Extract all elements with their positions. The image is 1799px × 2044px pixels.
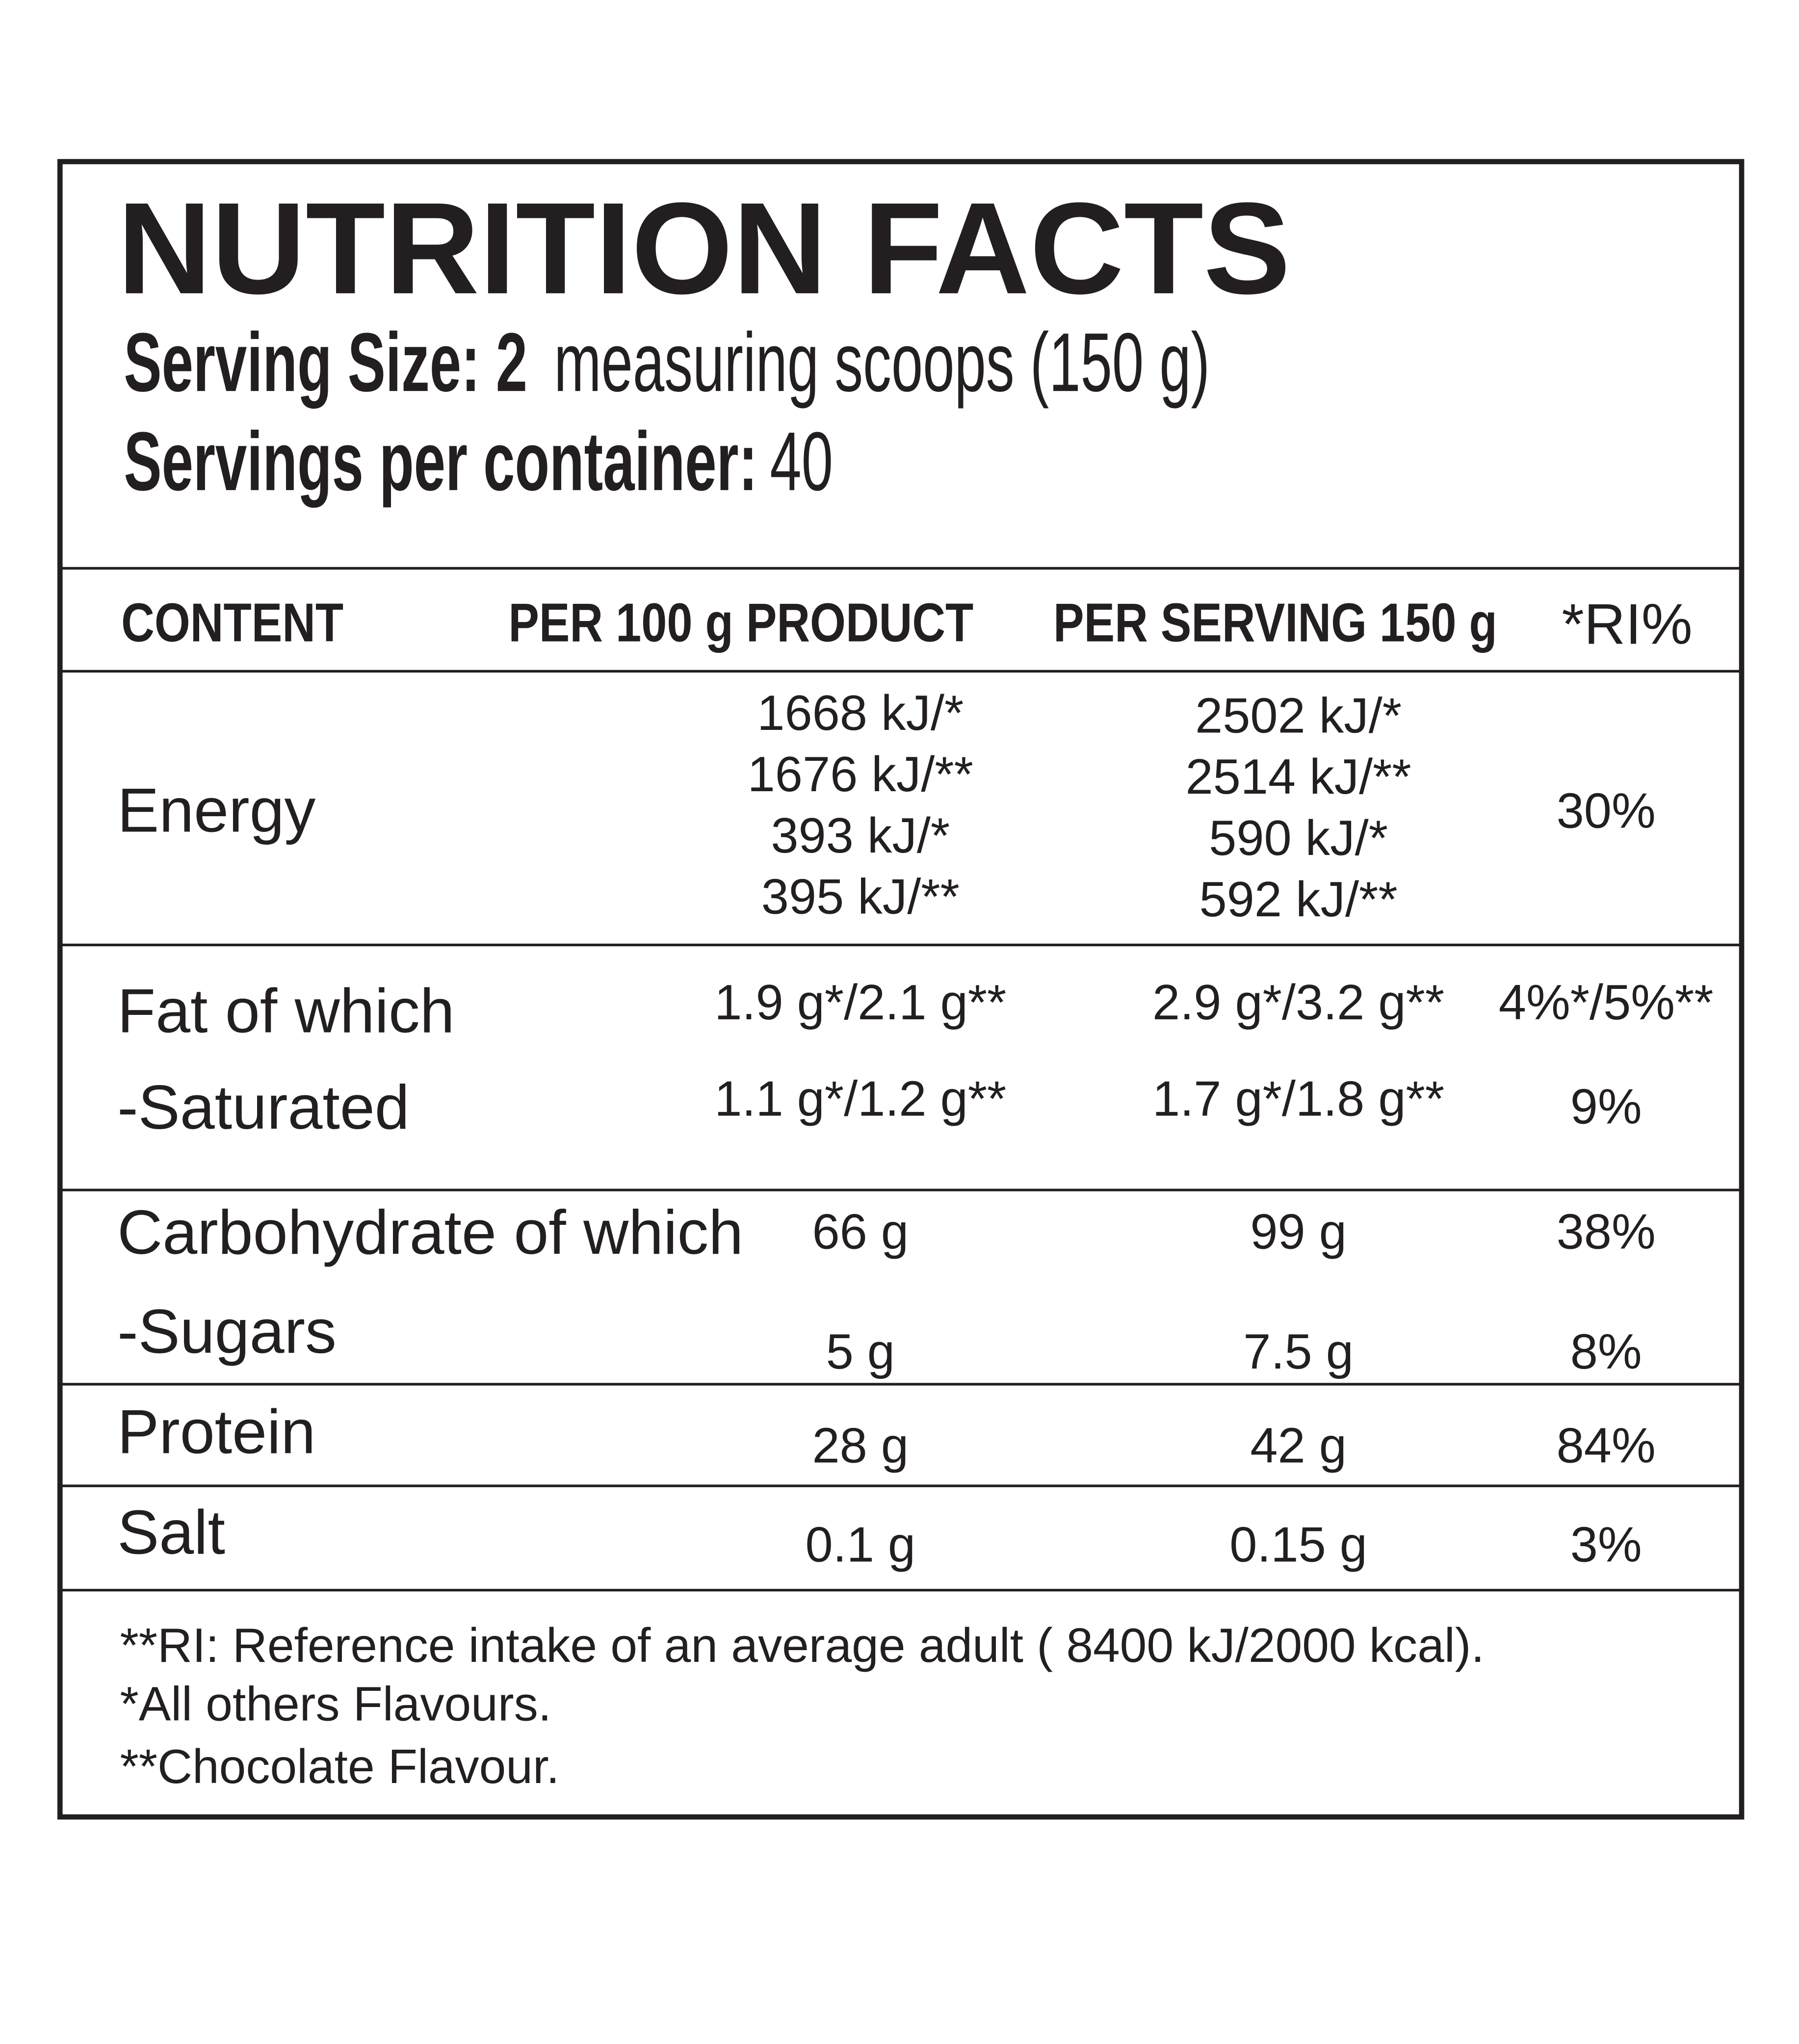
- serving-size: Serving Size: 2 measuring scoops (150 g): [124, 315, 1210, 409]
- footnote: *All others Flavours.: [120, 1677, 552, 1731]
- servings-value: 40: [770, 414, 833, 508]
- per-100g-value: 0.1 g: [805, 1517, 915, 1572]
- ri-value: 8%: [1570, 1324, 1642, 1379]
- row-label: Protein: [117, 1397, 315, 1467]
- per-serving-value: 42 g: [1250, 1418, 1347, 1473]
- header-cell: PER SERVING 150 g: [1053, 592, 1497, 653]
- header-cell: PER 100 g PRODUCT: [508, 592, 973, 653]
- footnote: **Chocolate Flavour.: [120, 1739, 560, 1793]
- rows: Energy 1668 kJ/* 1676 kJ/** 393 kJ/* 395 kJ/…: [117, 686, 1713, 1572]
- row-label: Salt: [117, 1498, 225, 1567]
- per-100g-value: 1668 kJ/*: [757, 686, 964, 741]
- ri-value: 38%: [1557, 1205, 1656, 1260]
- per-serving-value: 2514 kJ/**: [1185, 750, 1411, 804]
- per-100g-value: 28 g: [812, 1418, 909, 1473]
- row-label: Energy: [117, 776, 315, 845]
- per-serving-value: 2.9 g*/3.2 g**: [1152, 975, 1444, 1030]
- column-header: PER SERVING 150 g: [1053, 592, 1497, 653]
- ri-value: 30%: [1557, 783, 1656, 838]
- per-serving-value: 592 kJ/**: [1199, 872, 1398, 927]
- row-label: Fat of which: [117, 976, 455, 1046]
- per-serving-value: 2502 kJ/*: [1195, 688, 1402, 743]
- row-label: -Saturated: [117, 1073, 409, 1142]
- servings-label: Servings per container:: [124, 414, 757, 508]
- serving-size-label: Serving Size: 2: [124, 315, 527, 409]
- column-header: CONTENT: [121, 592, 343, 653]
- column-header: *RI%: [1562, 592, 1692, 656]
- svg-text:Servings per container:40: Servings per container: 40: [124, 414, 833, 508]
- per-100g-value: 395 kJ/**: [761, 870, 960, 925]
- row-label: -Sugars: [117, 1297, 337, 1367]
- header-cell: CONTENT: [121, 592, 343, 653]
- per-100g-value: 393 kJ/*: [771, 808, 950, 863]
- ri-value: 4%*/5%**: [1499, 975, 1714, 1030]
- per-100g-value: 1.9 g*/2.1 g**: [714, 975, 1006, 1030]
- label-border: [57, 159, 1745, 1820]
- row-label: Carbohydrate of which: [117, 1198, 743, 1268]
- ri-value: 84%: [1557, 1418, 1656, 1473]
- per-serving-value: 590 kJ/*: [1209, 811, 1388, 866]
- per-100g-value: 5 g: [826, 1324, 895, 1379]
- column-header: PER 100 g PRODUCT: [508, 592, 973, 653]
- per-serving-value: 99 g: [1250, 1205, 1347, 1260]
- per-100g-value: 1676 kJ/**: [748, 747, 973, 802]
- footnote: **RI: Reference intake of an average adu…: [120, 1618, 1485, 1672]
- serving-size-value: measuring scoops (150 g): [554, 315, 1210, 409]
- servings: Servings per container: 40: [124, 414, 833, 508]
- ri-value: 9%: [1570, 1079, 1642, 1134]
- per-serving-value: 0.15 g: [1229, 1517, 1367, 1572]
- title: NUTRITION FACTS: [117, 176, 1290, 321]
- per-100g-value: 66 g: [812, 1205, 909, 1260]
- ri-value: 3%: [1570, 1517, 1642, 1572]
- per-100g-value: 1.1 g*/1.2 g**: [714, 1072, 1006, 1127]
- per-serving-value: 1.7 g*/1.8 g**: [1152, 1072, 1444, 1127]
- per-serving-value: 7.5 g: [1243, 1324, 1354, 1379]
